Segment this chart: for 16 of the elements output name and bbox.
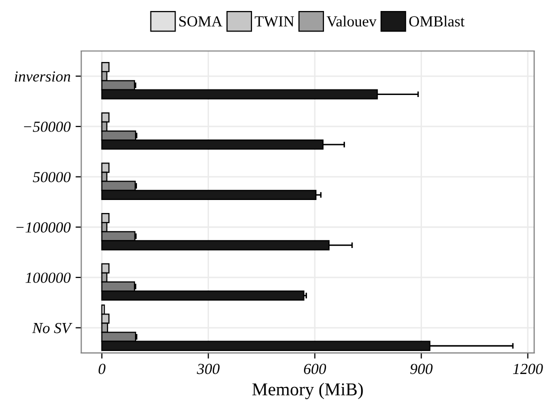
y-tick-label: −50000 [24,122,71,132]
y-tick-label: 50000 [32,172,71,182]
x-axis-title: Memory (MiB) [252,382,363,400]
legend-label: SOMA [179,16,222,27]
legend-label: TWIN [254,16,294,27]
x-tick-label: 1200 [513,364,543,374]
y-tick-label: No SV [32,322,72,334]
legend-label: Valouev [326,16,377,27]
x-tick-label: 900 [410,364,433,374]
x-tick-label: 600 [304,364,326,374]
x-tick-label: 0 [98,364,106,374]
y-tick-label: inversion [14,71,70,82]
x-tick-label: 300 [196,364,220,374]
y-tick-label: 100000 [26,272,71,283]
legend-label: OMBlast [409,16,465,27]
y-tick-label: −100000 [16,222,71,233]
